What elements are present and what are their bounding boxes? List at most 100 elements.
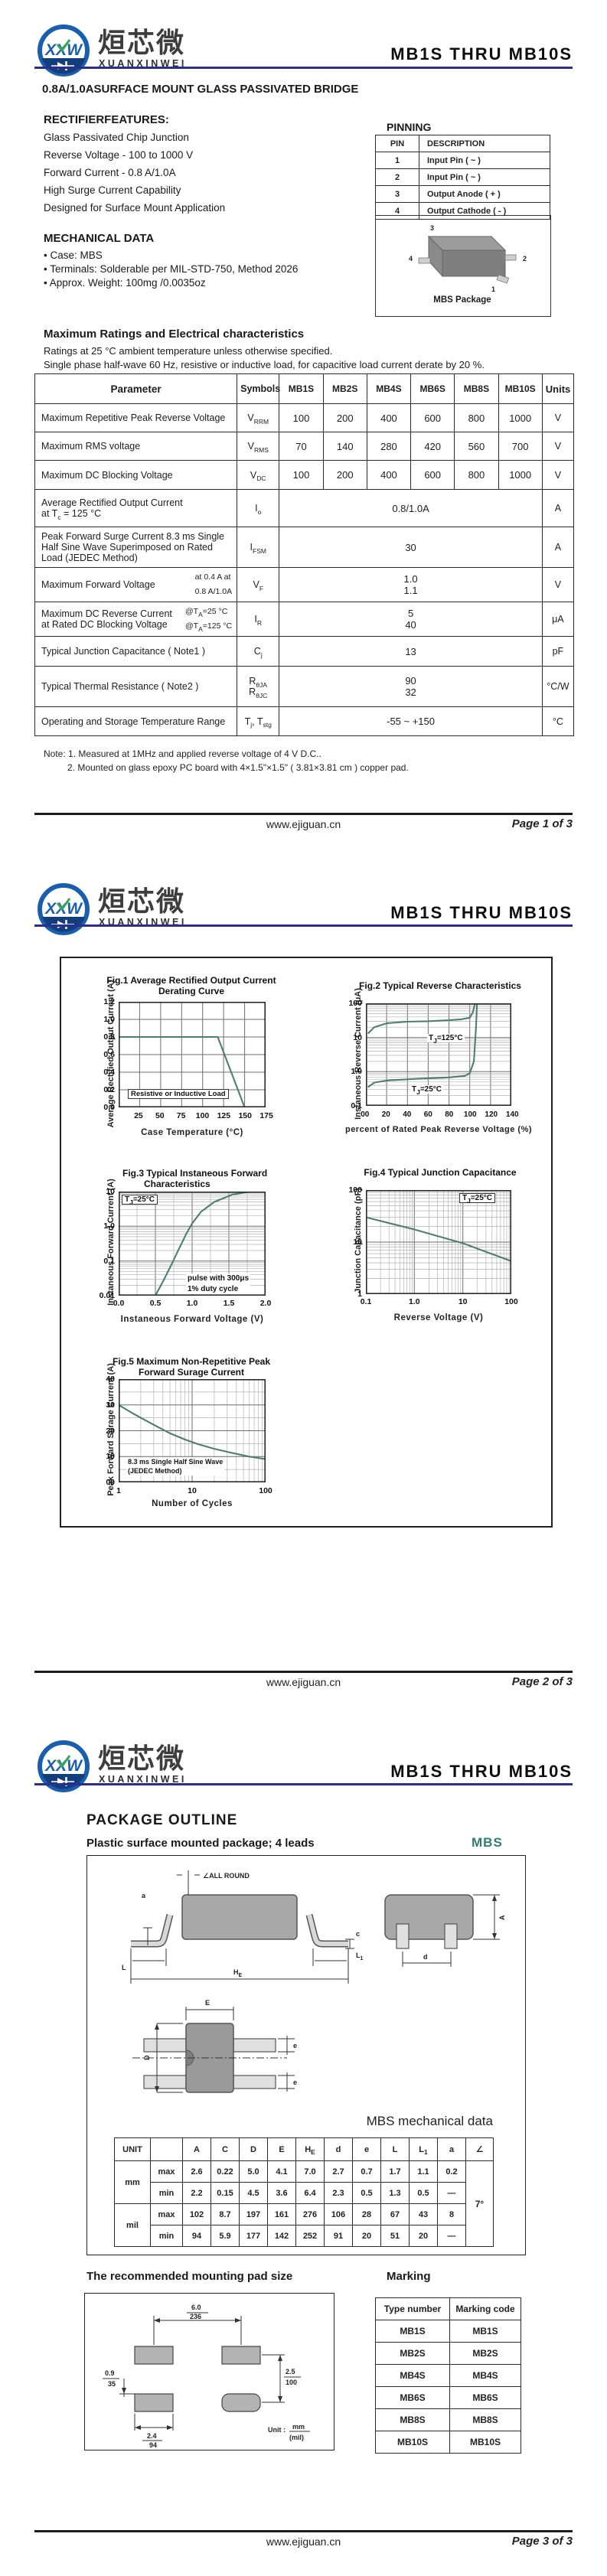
fig4-yticks: 100 10 1 [348, 1185, 362, 1299]
svg-text:6.0: 6.0 [191, 2304, 201, 2311]
footer-page-label: Page 3 of 3 [511, 2535, 573, 2548]
svg-text:4: 4 [409, 255, 413, 262]
footer-website: www.ejiguan.cn [266, 2535, 341, 2548]
table-row: mil max 102 8.7 197 161 276 106 28 67 43 8 [114, 2203, 494, 2247]
note-line1: Note: 1. Measured at 1MHz and applied re… [44, 748, 321, 759]
fig3-annotation-25c: TJ=25°C [122, 1195, 158, 1206]
brand-name-cn: 烜芯微 [98, 27, 186, 58]
brand-logo-icon: XXW [38, 24, 90, 77]
fig3-title: Fig.3 Typical Instaneous Forward Characte… [122, 1168, 268, 1189]
mech-item: • Approx. Weight: 100mg /0.0035oz [44, 277, 206, 289]
table-row: MB8S MB8S [375, 2408, 521, 2431]
table-row: Maximum DC Blocking Voltage VDC 100 200 40… [34, 460, 575, 490]
mounting-pad-drawing: 6.0 236 2.5 100 0.9 35 2.4 94 Unit : mm … [103, 2304, 310, 2449]
svg-text:236: 236 [190, 2313, 201, 2320]
feature-item: Reverse Voltage - 100 to 1000 V [44, 149, 194, 161]
fig4-annotation-25c: TJ=25°C [459, 1193, 496, 1205]
svg-text:L1: L1 [356, 1952, 364, 1961]
package-outline-subheading: Plastic surface mounted package; 4 leads [86, 1837, 315, 1850]
svg-text:c: c [356, 1930, 360, 1938]
feature-item: Forward Current - 0.8 A/1.0A [44, 167, 176, 178]
footer-page-label: Page 1 of 3 [511, 817, 573, 830]
footer-website: www.ejiguan.cn [266, 818, 341, 830]
mech-data-title: MBS mechanical data [366, 2114, 493, 2128]
table-row: min 94 5.9 177 142 252 91 20 51 20— [115, 2225, 494, 2247]
package-outline-heading: PACKAGE OUTLINE [86, 1812, 238, 1828]
brand-logo-icon: XXW [38, 883, 90, 935]
svg-text:HE: HE [233, 1968, 243, 1978]
mech-item: • Case: MBS [44, 249, 103, 261]
feature-item: Designed for Surface Mount Application [44, 202, 226, 214]
svg-text:mm: mm [292, 2423, 305, 2431]
marking-table: Type number Marking code MB1S MB1S MB2S MB2… [375, 2297, 521, 2454]
table-row: 1 Input Pin ( ~ ) [375, 152, 550, 169]
ratings-header-row: Parameter Symbols MB1S MB2S MB4S MB6S MB… [34, 373, 575, 404]
table-row: MB2S MB2S [375, 2342, 521, 2365]
svg-text:D: D [143, 2055, 151, 2060]
svg-text:2: 2 [523, 255, 527, 262]
fig1-yticks: 1.2 1.0 0.8 0.6 0.4 0.2 0.0 [103, 997, 115, 1112]
svg-text:0.9: 0.9 [105, 2369, 115, 2377]
fig5-xlabel: Number of Cycles [152, 1499, 233, 1508]
package-name: MBS [472, 1835, 503, 1850]
ratings-cond2: Single phase half-wave 60 Hz, resistive … [44, 359, 485, 370]
svg-text:XXW: XXW [44, 1757, 83, 1775]
feature-item: High Surge Current Capability [44, 184, 181, 196]
header-rule [34, 67, 573, 69]
table-row: Maximum DC Reverse Current at Rated DC Bl… [34, 602, 575, 637]
table-row: Maximum Forward Voltage at 0.4 A at 0.8 A/… [34, 567, 575, 602]
fig5-note: 8.3 ms Single Half Sine Wave (JEDEC Metho… [126, 1457, 225, 1476]
footer-rule [34, 1671, 573, 1673]
fig4-title: Fig.4 Typical Junction Capacitance [364, 1167, 517, 1178]
fig2-annotation-25c: TJ=25°C [410, 1085, 444, 1096]
svg-text:∠ALL ROUND: ∠ALL ROUND [203, 1872, 250, 1880]
fig3-note: pulse with 300μs 1% duty cycle [186, 1273, 251, 1294]
fig3-yticks: 10 1.0 0.1 0.01 [99, 1187, 115, 1300]
feature-item: Glass Passivated Chip Junction [44, 132, 189, 143]
fig2-xlabel: percent of Rated Peak Reverse Voltage (%… [344, 1125, 533, 1134]
svg-text:d: d [423, 1953, 428, 1961]
fig2-annotation-125c: TJ=125°C [427, 1034, 465, 1045]
svg-text:XXW: XXW [44, 41, 83, 59]
fig1-title: Fig.1 Average Rectified Output Current De… [106, 975, 276, 996]
mounting-pad-box [84, 2293, 335, 2450]
fig1-note: Resistive or Inductive Load [128, 1089, 229, 1099]
fig5-title: Fig.5 Maximum Non-Repetitive Peak Forward… [112, 1356, 271, 1378]
brand-name-cn: 烜芯微 [98, 1743, 186, 1774]
svg-text:35: 35 [108, 2380, 116, 2388]
table-row: Maximum Repetitive Peak Reverse Voltage … [34, 403, 575, 432]
svg-text:e: e [293, 2079, 297, 2086]
fig4-plot [366, 1190, 511, 1294]
svg-text:L: L [122, 1964, 126, 1971]
fig1-xlabel: Case Temperature (°C) [141, 1128, 243, 1137]
ratings-table: Parameter Symbols MB1S MB2S MB4S MB6S MB… [34, 373, 575, 736]
header-rule [34, 1783, 573, 1785]
table-row: min 2.2 0.15 4.5 3.6 6.4 2.3 0.5 1.3 0.5— [115, 2182, 494, 2204]
table-row: 3 Output Anode ( + ) [375, 185, 550, 203]
table-row: 2 Input Pin ( ~ ) [375, 168, 550, 186]
table-row: Peak Forward Surge Current 8.3 ms Single… [34, 527, 575, 568]
svg-text:94: 94 [149, 2441, 157, 2449]
package-image-box [375, 215, 551, 317]
footer-rule [34, 2530, 573, 2532]
fig4-xlabel: Reverse Voltage (V) [393, 1313, 484, 1322]
mounting-pad-heading: The recommended mounting pad size [86, 2270, 293, 2283]
table-row: Typical Thermal Resistance ( Note2 ) RθJ… [34, 666, 575, 707]
fig2-title: Fig.2 Typical Reverse Characteristics [359, 980, 521, 991]
figures-box [60, 957, 553, 1528]
outline-drawing-box [86, 1855, 526, 2255]
fig1-xticks: 25 50 75 100 125 150 175 [134, 1111, 273, 1120]
note-line2: 2. Mounted on glass epoxy PC board with … [67, 762, 409, 773]
doc-title: MB1S THRU MB10S [390, 1762, 573, 1781]
footer-page-label: Page 2 of 3 [511, 1675, 573, 1688]
svg-text:2.5: 2.5 [286, 2368, 295, 2375]
brand-name-en: XUANXINWEI [99, 1774, 187, 1785]
svg-text:e: e [293, 2042, 297, 2049]
svg-text:XXW: XXW [44, 900, 83, 918]
svg-text:1: 1 [491, 285, 495, 293]
table-row: Operating and Storage Temperature Range … [34, 706, 575, 736]
marking-heading: Marking [387, 2270, 431, 2283]
svg-text:100: 100 [286, 2379, 297, 2386]
